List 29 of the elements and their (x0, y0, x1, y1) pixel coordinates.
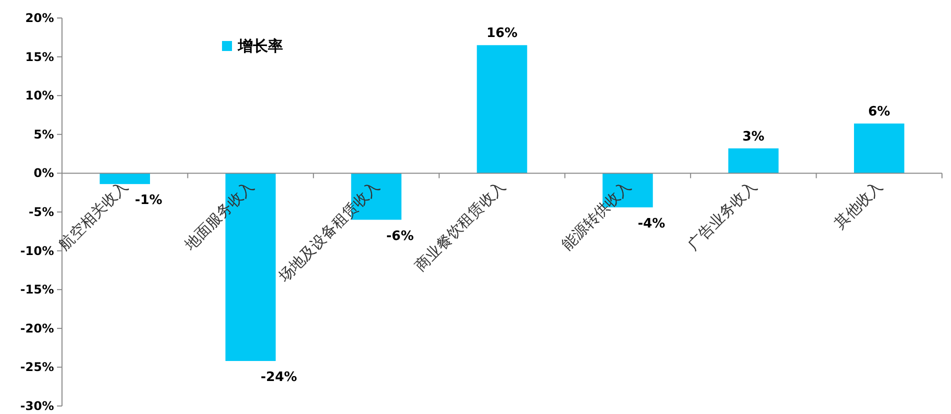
y-tick-label: -30% (20, 399, 54, 413)
y-tick-label: -10% (20, 244, 54, 258)
y-tick-label: 15% (25, 50, 54, 64)
x-tick-label: 其他收入 (830, 177, 886, 232)
x-tick-label: 航空相关收入 (55, 177, 132, 254)
x-tick-label: 地面服务收入 (180, 177, 258, 254)
bar (728, 148, 779, 174)
y-tick-label: 10% (25, 88, 54, 103)
y-tick-label: 0% (34, 166, 54, 180)
bar (100, 173, 150, 184)
data-label: 3% (742, 129, 764, 144)
data-label: 6% (868, 104, 890, 120)
data-label: -24% (260, 370, 298, 385)
legend-label: 增长率 (237, 37, 283, 55)
y-tick-label: 20% (25, 11, 54, 25)
y-tick-label: -20% (20, 321, 54, 336)
y-tick-label: 5% (34, 127, 54, 142)
x-tick-label: 广告业务收入 (684, 177, 760, 254)
y-tick-label: -25% (20, 360, 54, 374)
data-label: 16% (486, 26, 518, 42)
y-tick-label: -5% (28, 205, 54, 219)
bar (854, 124, 904, 174)
y-tick-label: -15% (20, 282, 54, 297)
x-tick-label: 能源转供收入 (558, 177, 635, 254)
data-label: -4% (638, 216, 666, 232)
bar (476, 45, 528, 174)
x-tick-label: 场地及设备租赁收入 (274, 177, 384, 286)
data-label: -6% (386, 228, 414, 244)
data-label: -1% (134, 193, 162, 208)
